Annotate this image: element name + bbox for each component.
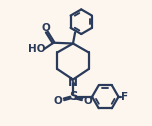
Text: F: F: [121, 92, 128, 102]
Text: O: O: [42, 23, 50, 33]
Text: S: S: [69, 90, 77, 103]
Text: O: O: [54, 96, 62, 106]
Text: N: N: [68, 76, 78, 89]
Text: O: O: [83, 96, 92, 106]
Text: HO: HO: [28, 44, 45, 54]
